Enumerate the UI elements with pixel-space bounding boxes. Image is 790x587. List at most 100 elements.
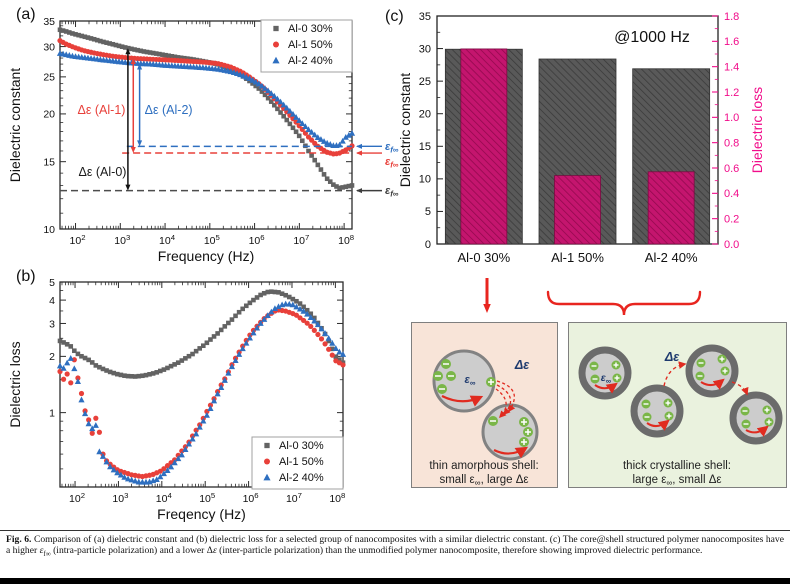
right-tick-label: 1.2 xyxy=(724,87,739,99)
left-tick-label: 0 xyxy=(425,239,431,251)
x-tick-label: 102 xyxy=(70,233,86,247)
schematic-left-drawing: ε∞ Δε thin amorphou xyxy=(429,349,539,488)
x-tick-label: 108 xyxy=(338,233,354,247)
right-tick-label: 1.0 xyxy=(724,112,739,124)
connectors xyxy=(483,278,702,316)
right-axis: 0.0 0.2 0.4 0.6 0.8 1.0 1.2 1.4 1.6 1.8 xyxy=(712,11,739,251)
dielectric-loss-plot: 102 103 104 105 106 107 108 Freqency (Hz) 1 2 3 4 5 D… xyxy=(7,277,347,522)
right-tick-label: 0.2 xyxy=(724,213,739,225)
legend: Al-0 30% Al-1 50% Al-2 40% xyxy=(251,436,344,490)
right-tick-label: 0.6 xyxy=(724,163,739,175)
figure-caption: Fig. 6. Comparison of (a) dielectric con… xyxy=(0,530,790,560)
x-tick-label: 108 xyxy=(329,491,345,505)
dielectric-constant-plot: 102 103 104 105 106 107 108 Frequency (Hz) 10 15 2… xyxy=(7,16,399,264)
plot-b: 102 103 104 105 106 107 108 Freqency (Hz) 1 2 3 4 5 D… xyxy=(7,277,347,522)
epsilon-finf-label: εf∞ xyxy=(385,141,399,155)
delta-epsilon-annotation: Δε (Al-2) xyxy=(145,103,193,117)
dipole-arrow xyxy=(493,446,529,459)
caption-line-1: thin amorphous shell: xyxy=(429,460,538,472)
left-tick-label: 10 xyxy=(419,174,431,186)
epsilon-finf-label: εf∞ xyxy=(385,156,399,170)
series-Al-0 xyxy=(57,289,346,379)
right-tick-label: 1.4 xyxy=(724,61,739,73)
y-tick-label: 2 xyxy=(49,351,55,363)
x-tick-label: 103 xyxy=(114,233,130,247)
x-tick-label: 102 xyxy=(69,491,85,505)
x-tick-label: 105 xyxy=(199,491,215,505)
panel-c-label: (c) xyxy=(385,8,404,25)
charges xyxy=(589,354,774,429)
inter-particle-arrows xyxy=(495,380,516,419)
right-tick-label: 1.6 xyxy=(724,36,739,48)
left-tick-label: 25 xyxy=(419,76,431,88)
left-axis-title: Dielectric constant xyxy=(397,73,413,187)
series-Al-2 xyxy=(56,300,347,485)
legend-label: Al-2 40% xyxy=(288,55,333,67)
category-label: Al-1 50% xyxy=(551,250,604,265)
legend-label: Al-1 50% xyxy=(279,456,324,468)
plot-a: 102 103 104 105 106 107 108 Frequency (Hz) 10 15 2… xyxy=(7,16,399,264)
y-tick-label: 4 xyxy=(49,295,55,307)
x-axis-title: Freqency (Hz) xyxy=(157,506,246,522)
left-tick-label: 35 xyxy=(419,11,431,23)
y-tick-label: 1 xyxy=(49,407,55,419)
x-tick-label: 104 xyxy=(159,233,176,247)
right-tick-label: 0.8 xyxy=(724,137,739,149)
panel-b-label: (b) xyxy=(16,268,36,285)
epsilon-infinity-label: ε∞ xyxy=(601,372,611,386)
y-tick-label: 15 xyxy=(43,156,55,168)
frequency-annotation: @1000 Hz xyxy=(614,29,690,46)
x-tick-label: 107 xyxy=(293,233,309,247)
dipole-arrows xyxy=(594,378,769,437)
legend-label: Al-1 50% xyxy=(288,39,333,51)
x-tick-label: 106 xyxy=(249,233,265,247)
delta-epsilon-label: Δε xyxy=(514,358,530,372)
y-tick-label: 10 xyxy=(43,224,55,236)
x-tick-label: 104 xyxy=(156,491,173,505)
left-tick-label: 15 xyxy=(419,141,431,153)
caption-line-2: large ε∞, small Δε xyxy=(632,474,721,487)
legend-label: Al-2 40% xyxy=(279,472,324,484)
positive-charge xyxy=(486,377,496,387)
core-shell-particles xyxy=(578,344,783,445)
schematic-thin-amorphous-shell: ε∞ Δε thin amorphou xyxy=(411,322,558,488)
caption-line-2: small ε∞, large Δε xyxy=(439,474,528,487)
annotations: Δε (Al-1) Δε (Al-2)Δε (Al-0)εf∞εf∞εf∞ xyxy=(60,48,399,199)
legend-label: Al-0 30% xyxy=(288,23,333,35)
panel-a-label: (a) xyxy=(16,6,36,23)
schematic-thick-crystalline-shell: ε∞ Δε thick crystalline shell: large ε∞,… xyxy=(568,322,787,488)
series-Al-2 xyxy=(56,50,356,149)
caption-line-1: thick crystalline shell: xyxy=(623,460,731,472)
x-tick-label: 105 xyxy=(204,233,220,247)
negative-charge xyxy=(488,416,498,426)
x-tick-label: 103 xyxy=(112,491,128,505)
figure-caption-text: Fig. 6. Comparison of (a) dielectric con… xyxy=(6,534,784,558)
schematic-right-drawing: ε∞ Δε thick crystalline shell: large ε∞,… xyxy=(578,344,783,488)
category-label: Al-0 30% xyxy=(457,250,510,265)
brace-al1-al2 xyxy=(546,290,702,316)
left-axis: 0 5 10 15 20 25 30 35 xyxy=(419,11,443,251)
dipole-arrow xyxy=(441,395,484,407)
right-tick-label: 0.4 xyxy=(724,188,739,200)
particle-b xyxy=(481,403,539,461)
y-tick-label: 30 xyxy=(43,41,55,53)
bar-group-Al-2 xyxy=(632,68,711,245)
right-tick-label: 1.8 xyxy=(724,11,739,23)
delta-epsilon-label: Δε xyxy=(664,350,680,364)
category-label: Al-2 40% xyxy=(645,250,698,265)
y-tick-label: 35 xyxy=(43,16,55,28)
negative-charges xyxy=(433,359,456,394)
left-tick-label: 30 xyxy=(419,43,431,55)
delta-epsilon-annotation: Δε (Al-0) xyxy=(78,165,126,179)
bar-group-Al-0 xyxy=(444,48,523,245)
x-axis: 102 103 104 105 106 107 108 xyxy=(61,21,354,247)
legend: Al-0 30% Al-1 50% Al-2 40% xyxy=(260,19,353,73)
x-axis-title: Frequency (Hz) xyxy=(158,248,254,264)
delta-epsilon-annotation: Δε (Al-1) xyxy=(78,103,126,117)
x-tick-label: 107 xyxy=(286,491,302,505)
epsilon-finf-label: εf∞ xyxy=(385,185,399,199)
y-tick-label: 25 xyxy=(43,72,55,84)
epsilon-infinity-label: ε∞ xyxy=(465,374,476,388)
